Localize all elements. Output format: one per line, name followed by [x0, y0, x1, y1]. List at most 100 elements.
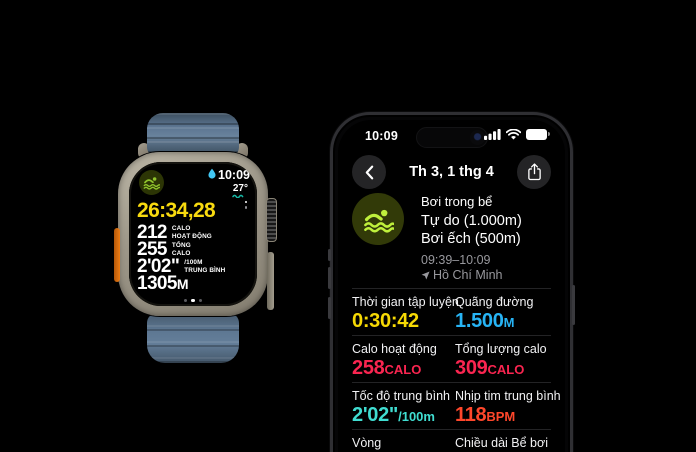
watch-metric-distance: 1305M: [137, 272, 250, 294]
watch-metric-label-line: CALO: [171, 224, 191, 232]
watch-page-dots[interactable]: [129, 298, 257, 302]
battery-icon: [526, 129, 550, 140]
metric-number: 1.500: [455, 310, 504, 332]
chevron-left-icon: [365, 165, 373, 179]
metric-value: 1.500M: [455, 311, 551, 333]
metric-cell-avg-heart-rate: Nhịp tim trung bình 118BPM: [455, 389, 561, 427]
side-dot: [244, 206, 247, 209]
workout-summary: Bơi trong bể Tự do (1.000m) Bơi ếch (500…: [421, 193, 522, 283]
watch-metric-label-line: HOẠT ĐỘNG: [171, 232, 212, 240]
watch-distance-number: 1305: [137, 272, 177, 294]
metric-label: Tổng lượng calo: [455, 342, 547, 356]
watch-status-right: 10:09 27°: [208, 168, 250, 209]
page-title: Th 3, 1 thg 4: [409, 164, 494, 180]
iphone-volume-up-button[interactable]: [328, 267, 331, 289]
swimmer-icon: [352, 193, 404, 245]
metric-cell-pool-length: Chiều dài Bể bơi 25M: [455, 436, 551, 452]
watch-metric-value: 2'02": [137, 256, 180, 277]
watch-side-button[interactable]: [267, 252, 274, 310]
front-camera-icon: [469, 130, 485, 145]
watch-band-bottom: [147, 313, 239, 363]
watch-temperature: 27°: [232, 182, 248, 194]
watch-time: 10:09: [208, 168, 250, 182]
metric-cell-laps: Vòng 60: [352, 436, 455, 452]
metric-unit: BPM: [486, 409, 516, 424]
metric-row: Tốc độ trung bình 2'02"/100m Nhịp tim tr…: [352, 382, 561, 429]
metric-number: 2'02": [352, 404, 399, 426]
metric-value: 118BPM: [455, 405, 561, 427]
metric-row: Thời gian tập luyện 0:30:42 Quãng đường …: [352, 288, 551, 335]
metric-row: Vòng 60 Chiều dài Bể bơi 25M: [352, 429, 551, 452]
back-button[interactable]: [352, 155, 386, 189]
apple-watch: 10:09 27° 26:34,28 212: [114, 113, 277, 363]
metric-unit: M: [503, 315, 515, 330]
watch-case: 10:09 27° 26:34,28 212: [114, 152, 277, 316]
watch-action-button[interactable]: [114, 228, 120, 282]
workout-header: Bơi trong bể Tự do (1.000m) Bơi ếch (500…: [338, 193, 565, 283]
metric-label: Chiều dài Bể bơi: [455, 436, 548, 450]
iphone-volume-down-button[interactable]: [328, 297, 331, 319]
location-arrow-icon: [421, 271, 430, 280]
watch-screen: 10:09 27° 26:34,28 212: [129, 162, 257, 306]
status-time: 10:09: [365, 129, 398, 143]
metric-row: Calo hoạt động 258CALO Tổng lượng calo 3…: [352, 335, 551, 382]
watch-digital-crown[interactable]: [266, 198, 277, 242]
metric-cell-active-calories: Calo hoạt động 258CALO: [352, 342, 455, 380]
water-droplet-icon: [208, 168, 216, 182]
workout-metrics: Thời gian tập luyện 0:30:42 Quãng đường …: [338, 288, 565, 452]
workout-detail-line: Bơi ếch (500m): [421, 230, 521, 247]
watch-metric-label-line: /100M: [184, 258, 203, 266]
page-dot: [183, 298, 188, 302]
watch-metric-value: 1305M: [137, 272, 189, 294]
status-icons: [484, 129, 550, 140]
watch-metric-value: 212: [137, 222, 168, 243]
watch-metric-label-line: TRUNG BÌNH: [184, 266, 226, 274]
watch-status-row: 10:09 27°: [136, 168, 250, 209]
metric-value: 2'02"/100m: [352, 405, 455, 427]
watch-workout-timer: 26:34,28: [137, 199, 216, 222]
watch-metric-label-line: TỔNG: [171, 241, 191, 249]
metric-value: 0:30:42: [352, 311, 455, 333]
metric-number: 0:30:42: [352, 310, 419, 332]
metric-value: 309CALO: [455, 358, 551, 380]
water-wave-icon: [232, 194, 244, 198]
watch-metric-active-calories: 212 CALO HOẠT ĐỘNG: [137, 222, 250, 243]
watch-metric-value: 255: [137, 239, 168, 260]
watch-metric-total-calories: 255 TỔNG CALO: [137, 239, 250, 260]
watch-metric-label-line: CALO: [171, 249, 191, 257]
page-dot: [198, 298, 203, 302]
cellular-signal-icon: [484, 129, 501, 140]
watch-distance-unit: M: [176, 275, 189, 292]
metric-value: 258CALO: [352, 358, 455, 380]
watch-metric-label: CALO HOẠT ĐỘNG: [172, 225, 212, 240]
iphone-screen: 10:09: [338, 120, 565, 452]
watch-metrics: 212 CALO HOẠT ĐỘNG 255 TỔNG CALO: [137, 222, 250, 294]
workout-location: Hồ Chí Minh: [421, 268, 522, 283]
metric-cell-duration: Thời gian tập luyện 0:30:42: [352, 295, 459, 333]
metric-number: 118: [455, 404, 487, 426]
metric-label: Vòng: [352, 436, 382, 450]
workout-location-text: Hồ Chí Minh: [433, 268, 503, 282]
metric-label: Thời gian tập luyện: [352, 295, 459, 309]
wifi-icon: [506, 129, 521, 140]
metric-cell-total-calories: Tổng lượng calo 309CALO: [455, 342, 551, 380]
watch-metric-label: /100M TRUNG BÌNH: [184, 259, 225, 274]
metric-label: Tốc độ trung bình: [352, 389, 450, 403]
watch-metric-label: TỔNG CALO: [172, 242, 191, 257]
iphone-side-button[interactable]: [572, 285, 575, 325]
metric-unit: CALO: [487, 362, 525, 377]
watch-time-text: 10:09: [218, 167, 250, 182]
metric-number: 258: [352, 357, 385, 379]
metric-label: Calo hoạt động: [352, 342, 437, 356]
metric-label: Quãng đường: [455, 295, 534, 309]
metric-cell-avg-pace: Tốc độ trung bình 2'02"/100m: [352, 389, 455, 427]
workout-time-range: 09:39–10:09: [421, 253, 491, 267]
metric-label: Nhịp tim trung bình: [455, 389, 561, 403]
iphone-action-button[interactable]: [328, 249, 331, 261]
navigation-bar: Th 3, 1 thg 4: [338, 154, 565, 190]
share-button[interactable]: [517, 155, 551, 189]
metric-number: 309: [455, 357, 488, 379]
watch-side-page-dots: [208, 200, 247, 209]
side-dot: [244, 200, 247, 203]
